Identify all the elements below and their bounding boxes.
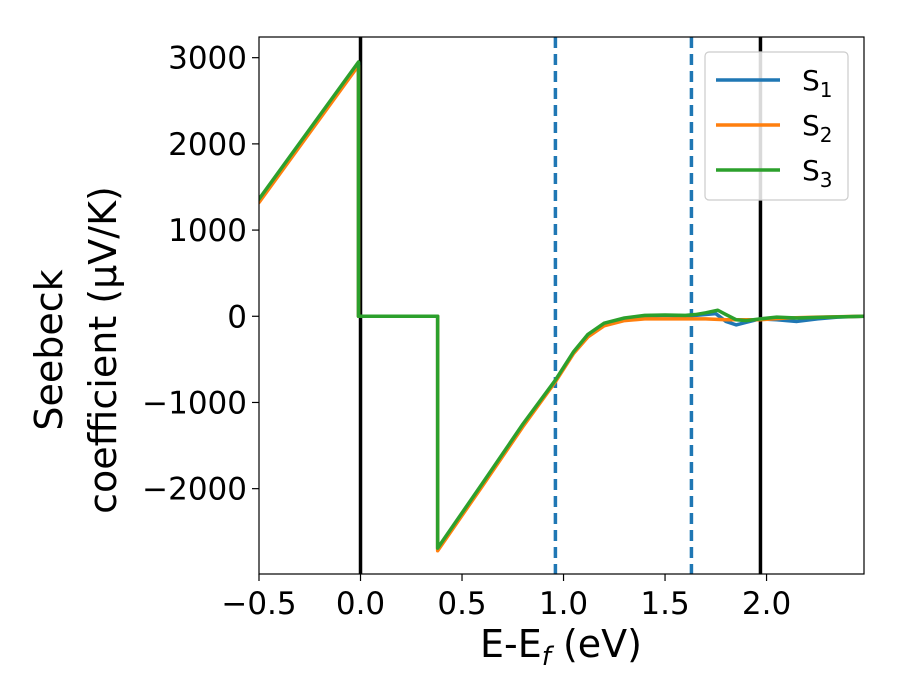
legend-label-S1: S1 xyxy=(802,64,833,102)
x-tick-label: −0.5 xyxy=(221,586,296,622)
x-tick-label: 1.0 xyxy=(539,586,588,622)
legend: S1 S2 S3 xyxy=(704,51,849,201)
y-tick-label: −1000 xyxy=(142,385,247,421)
y-tick-label: −2000 xyxy=(142,472,247,508)
y-tick-label: 1000 xyxy=(168,213,247,249)
x-axis-title-main: E-E xyxy=(480,622,542,666)
series-lines xyxy=(259,60,864,553)
y-tick-label: 0 xyxy=(227,299,247,335)
y-axis-title-line2: coefficient (μV/K) xyxy=(81,186,125,514)
x-tick-label: 2.0 xyxy=(742,586,791,622)
plot-frame xyxy=(258,36,865,575)
y-axis: −2000 −1000 0 1000 2000 3000 xyxy=(142,41,259,508)
legend-label-S3: S3 xyxy=(802,154,833,192)
x-axis-title: E-Ef (eV) xyxy=(480,622,642,672)
y-tick-label: 3000 xyxy=(168,41,247,77)
x-tick-label: 1.5 xyxy=(640,586,689,622)
y-axis-title-line1: Seebeck xyxy=(27,269,71,430)
x-tick-label: 0.5 xyxy=(437,586,486,622)
x-axis: −0.5 0.0 0.5 1.0 1.5 2.0 xyxy=(221,574,791,622)
y-tick-label: 2000 xyxy=(168,127,247,163)
x-axis-title-unit: (eV) xyxy=(551,622,642,666)
legend-label-S2: S2 xyxy=(802,109,833,147)
series-line-S3 xyxy=(259,60,864,550)
x-tick-label: 0.0 xyxy=(336,586,385,622)
